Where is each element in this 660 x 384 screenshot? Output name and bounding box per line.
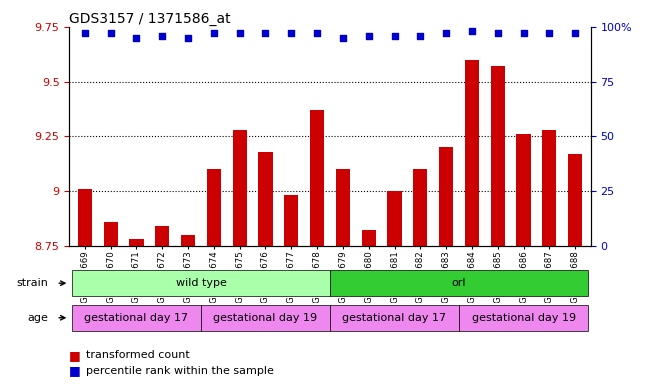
Bar	[543, 130, 556, 246]
Point	[79, 30, 90, 36]
Text: gestational day 19: gestational day 19	[213, 313, 317, 323]
Bar	[72, 270, 330, 296]
Bar	[439, 147, 453, 246]
Point	[234, 30, 245, 36]
Bar	[207, 169, 221, 246]
Point	[131, 35, 142, 41]
Text: percentile rank within the sample: percentile rank within the sample	[86, 366, 274, 376]
Text: strain: strain	[16, 278, 48, 288]
Text: gestational day 17: gestational day 17	[84, 313, 189, 323]
Bar	[330, 270, 588, 296]
Point	[286, 30, 296, 36]
Point	[518, 30, 529, 36]
Point	[467, 28, 477, 34]
Text: wild type: wild type	[176, 278, 226, 288]
Bar	[232, 130, 247, 246]
Point	[389, 33, 400, 39]
Point	[209, 30, 219, 36]
Bar	[201, 305, 330, 331]
Text: ■: ■	[69, 364, 85, 377]
Text: gestational day 19: gestational day 19	[471, 313, 576, 323]
Bar	[181, 235, 195, 246]
Point	[544, 30, 554, 36]
Text: age: age	[28, 313, 48, 323]
Bar	[330, 305, 459, 331]
Bar	[258, 152, 273, 246]
Bar	[284, 195, 298, 246]
Point	[492, 30, 503, 36]
Point	[441, 30, 451, 36]
Point	[338, 35, 348, 41]
Text: gestational day 17: gestational day 17	[343, 313, 447, 323]
Point	[364, 33, 374, 39]
Bar	[459, 305, 588, 331]
Point	[570, 30, 581, 36]
Bar	[465, 60, 479, 246]
Bar	[568, 154, 582, 246]
Point	[312, 30, 322, 36]
Bar	[104, 222, 117, 246]
Text: ■: ■	[69, 349, 85, 362]
Point	[183, 35, 193, 41]
Bar	[155, 226, 170, 246]
Bar	[387, 191, 402, 246]
Bar	[362, 230, 376, 246]
Text: GDS3157 / 1371586_at: GDS3157 / 1371586_at	[69, 12, 231, 26]
Point	[260, 30, 271, 36]
Bar	[490, 66, 505, 246]
Bar	[72, 305, 201, 331]
Bar	[517, 134, 531, 246]
Text: orl: orl	[452, 278, 467, 288]
Text: transformed count: transformed count	[86, 350, 189, 360]
Bar	[336, 169, 350, 246]
Bar	[78, 189, 92, 246]
Point	[157, 33, 168, 39]
Bar	[413, 169, 428, 246]
Bar	[129, 239, 143, 246]
Point	[106, 30, 116, 36]
Point	[415, 33, 426, 39]
Bar	[310, 110, 324, 246]
